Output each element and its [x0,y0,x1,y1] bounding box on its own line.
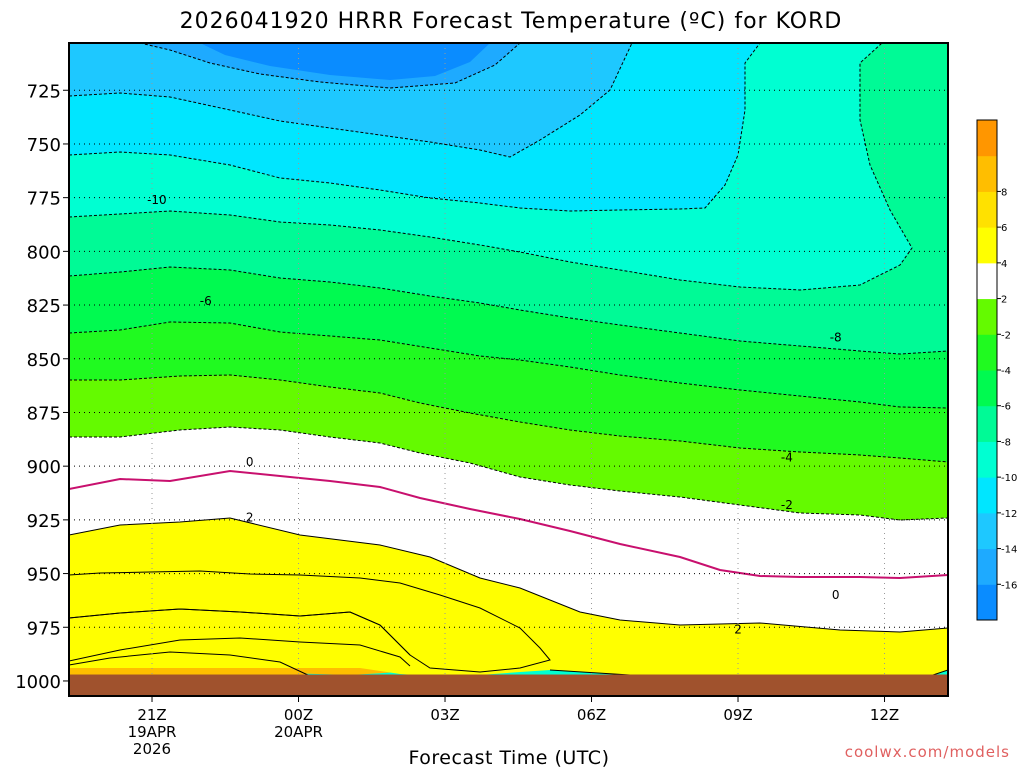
x-tick-label: 20APR [274,723,323,741]
temperature-fill-bands [69,43,948,696]
plot-frame [68,42,949,697]
colorbar-tick-label: 8 [1001,187,1007,198]
colorbar-swatch [977,548,997,585]
colorbar-tick-label: -2 [1001,330,1011,341]
x-tick-label: 19APR [128,723,177,741]
colorbar-swatch [977,262,997,300]
isotherm-minus-4 [69,374,948,463]
isotherm-minus-10 [69,43,761,212]
x-tick-label: 03Z [430,706,459,724]
y-tick-label: 825 [27,296,61,317]
band-zero-to-two [69,427,948,632]
isotherm-minus-10-left [69,43,913,291]
isotherm-minus-12 [69,43,633,158]
y-tick-label: 775 [27,189,61,210]
colorbar-tick-label: 6 [1001,223,1007,234]
contour-label: -6 [200,294,212,308]
y-tick-label: 725 [27,81,61,102]
y-tick-label: 750 [27,135,61,156]
colorbar-tick-label: 2 [1001,295,1007,306]
y-tick-label: 900 [27,457,61,478]
isotherm-plus-2 [69,517,948,633]
band-warm-0 [69,518,948,686]
y-tick-label: 800 [27,242,61,263]
isotherm-minus-8 [69,266,948,355]
band-cold-8 [69,43,948,354]
colorbar-swatch [977,584,997,621]
colorbar-swatch [977,155,997,192]
ground-below-surface [69,674,948,696]
credit-label: coolwx.com/models [845,743,1010,761]
isotherm-plus-6 [69,608,411,656]
colorbar-tick-label: -10 [1001,473,1017,484]
colorbar-swatch [977,334,997,371]
x-tick-label: 09Z [723,706,752,724]
x-tick-label: 06Z [577,706,606,724]
colorbar-swatch [977,477,997,514]
y-tick-label: 1000 [15,672,61,693]
colorbar-tick-label: -12 [1001,509,1017,520]
colorbar-swatch [977,370,997,407]
plot-area: -10 -6 -8 -4 -2 0 0 2 2 [69,43,948,696]
x-tick-label: 12Z [870,706,899,724]
colorbar-tick-label: -8 [1001,437,1011,448]
colorbar-tick-label: 4 [1001,259,1007,270]
colorbar-tick-label: -16 [1001,580,1017,591]
isotherm-zero [69,469,948,580]
band-cold-14 [69,43,632,157]
band-cold-10 [69,43,912,290]
contour-labels: -10 -6 -8 -4 -2 0 0 2 2 [147,193,842,637]
y-axis: 725 750 775 800 825 850 875 900 925 950 975 1000 [15,81,69,693]
contour-lines [69,43,948,687]
isotherm-minus-2 [69,426,948,521]
x-tick-label: 00Z [284,706,313,724]
x-tick-label: 2026 [133,740,171,758]
colorbar-swatch [977,298,997,335]
colorbar-swatch [977,227,997,264]
contour-label: -4 [781,451,793,465]
colorbar-swatch [977,512,997,550]
contour-label: -10 [147,193,167,207]
colorbar-tick-label: -6 [1001,402,1011,413]
band-cold-6 [69,267,948,408]
colorbar-swatch [977,441,997,478]
y-tick-label: 875 [27,403,61,424]
isotherm-plus-10 [69,651,311,677]
x-tick-label: 21Z [137,706,166,724]
band-cold-4 [69,322,948,462]
contour-label: -2 [781,498,793,512]
contour-label: 2 [734,622,742,636]
y-tick-label: 950 [27,565,61,586]
y-tick-label: 975 [27,618,61,639]
contour-label: -8 [830,330,842,344]
isotherm-plus-8 [69,637,411,667]
y-tick-label: 925 [27,511,61,532]
chart-title: 2026041920 HRRR Forecast Temperature (ºC… [180,9,843,34]
colorbar: 8 6 4 2 -2 -4 -6 -8 -10 -12 -14 -16 [976,119,1017,621]
contour-label: 2 [246,511,254,525]
contour-label: 0 [832,588,840,602]
colorbar-swatch [977,120,997,157]
isotherm-minus-6 [69,321,948,409]
y-tick-label: 850 [27,350,61,371]
band-cold-12 [69,43,760,211]
x-axis-label: Forecast Time (UTC) [409,747,610,768]
band-cold-2 [69,375,948,520]
colorbar-swatch [977,405,997,442]
colorbar-tick-label: -14 [1001,545,1017,556]
band-cold-16-core [200,43,490,80]
colorbar-tick-label: -4 [1001,366,1011,377]
colorbar-swatch [977,191,997,228]
contour-label: 0 [246,455,254,469]
